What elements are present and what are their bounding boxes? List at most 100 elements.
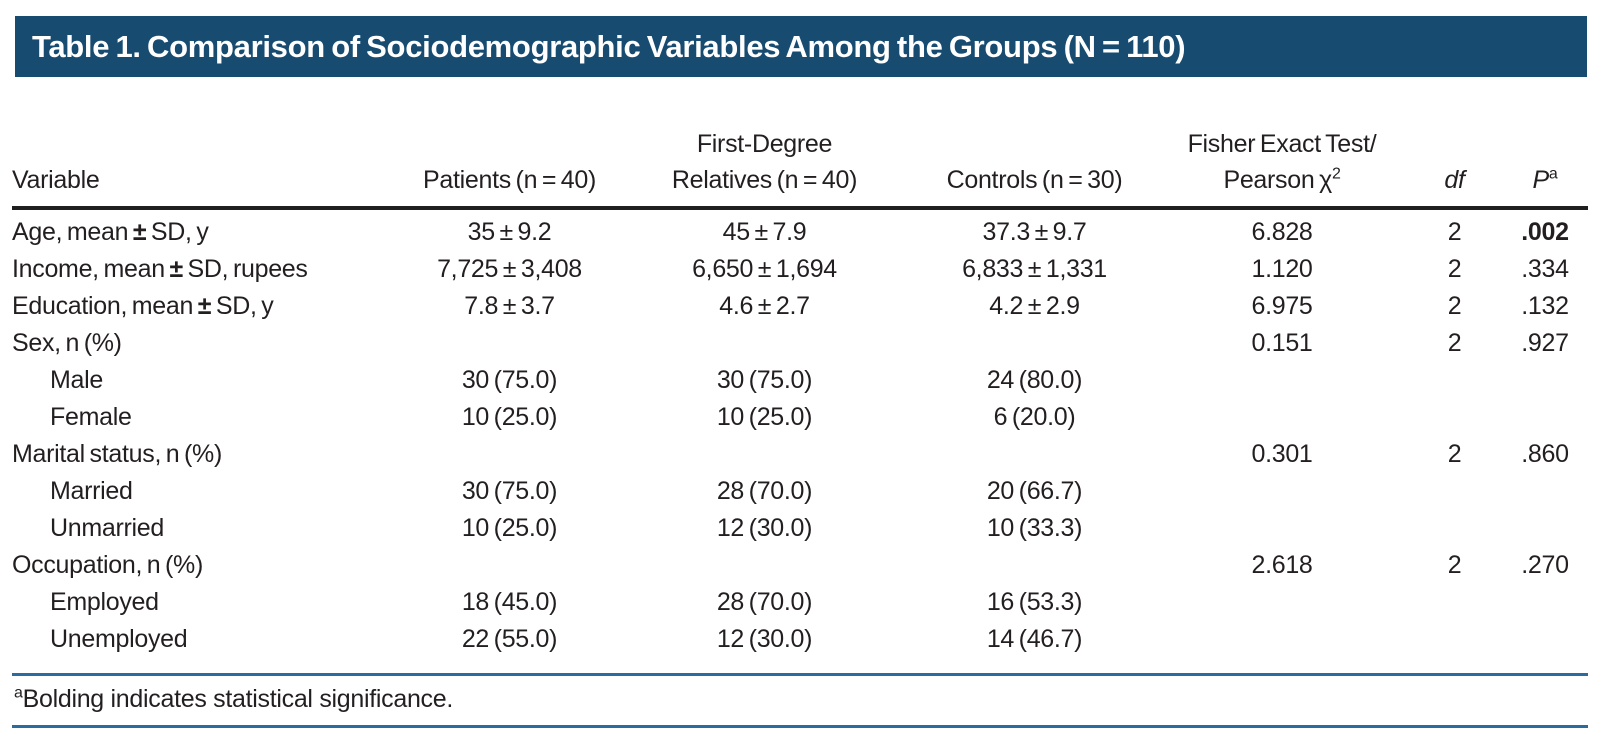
- cell-df: 2: [1447, 551, 1462, 579]
- cell-controls: 20 (66.7): [986, 477, 1083, 505]
- col-header-p: Pa: [1532, 165, 1558, 194]
- cell-variable: Female: [50, 403, 132, 431]
- table-row: Marital status, n (%) 0.301 2 .860: [12, 436, 1588, 473]
- cell-p: [1502, 510, 1588, 547]
- cell-patients: [402, 436, 617, 473]
- cell-controls: 6 (20.0): [993, 403, 1076, 431]
- cell-relatives: 4.6 ± 2.7: [719, 292, 810, 320]
- cell-patients: 22 (55.0): [461, 625, 558, 653]
- cell-variable: Unmarried: [50, 514, 164, 542]
- cell-relatives: [617, 436, 912, 473]
- cell-patients: [402, 547, 617, 584]
- table-title-bar: Table 1. Comparison of Sociodemographic …: [15, 16, 1587, 77]
- cell-variable: Unemployed: [50, 625, 188, 653]
- cell-test: 0.151: [1251, 329, 1313, 357]
- table-row: Sex, n (%) 0.151 2 .927: [12, 325, 1588, 362]
- table-row: Male 30 (75.0) 30 (75.0) 24 (80.0): [12, 362, 1588, 399]
- cell-p: [1502, 621, 1588, 675]
- col-header-relatives: First-Degree Relatives (n = 40): [671, 130, 858, 194]
- cell-patients: 30 (75.0): [461, 477, 558, 505]
- col-header-test: Fisher Exact Test/Pearson χ2: [1187, 130, 1377, 194]
- header-row: Variable Patients (n = 40) First-Degree Rel…: [12, 126, 1588, 208]
- cell-df: [1407, 510, 1502, 547]
- table-title: Table 1. Comparison of Sociodemographic …: [32, 28, 1186, 64]
- cell-p: .270: [1521, 551, 1569, 579]
- table-row: Employed 18 (45.0) 28 (70.0) 16 (53.3): [12, 584, 1588, 621]
- cell-df: [1407, 473, 1502, 510]
- cell-variable: Male: [50, 366, 103, 394]
- cell-relatives: 12 (30.0): [716, 625, 813, 653]
- cell-df: 2: [1447, 292, 1462, 320]
- cell-controls: 24 (80.0): [986, 366, 1083, 394]
- col-header-variable: Variable: [12, 166, 100, 194]
- cell-relatives: 45 ± 7.9: [722, 218, 807, 246]
- cell-relatives: 28 (70.0): [716, 588, 813, 616]
- cell-test: [1157, 621, 1407, 675]
- table-footnote: aBolding indicates statistical significa…: [12, 676, 1588, 728]
- cell-p: .860: [1521, 440, 1569, 468]
- table-row: Unemployed 22 (55.0) 12 (30.0) 14 (46.7): [12, 621, 1588, 675]
- cell-controls: 4.2 ± 2.9: [989, 292, 1080, 320]
- cell-p: [1502, 399, 1588, 436]
- cell-df: 2: [1447, 255, 1462, 283]
- cell-df: 2: [1447, 329, 1462, 357]
- cell-patients: 10 (25.0): [461, 514, 558, 542]
- cell-p: .132: [1521, 292, 1569, 320]
- table-row: Unmarried 10 (25.0) 12 (30.0) 10 (33.3): [12, 510, 1588, 547]
- cell-patients: [402, 325, 617, 362]
- cell-patients: 10 (25.0): [461, 403, 558, 431]
- cell-patients: 7.8 ± 3.7: [464, 292, 555, 320]
- cell-relatives: 30 (75.0): [716, 366, 813, 394]
- cell-test: [1157, 473, 1407, 510]
- cell-df: 2: [1447, 218, 1462, 246]
- cell-controls: 37.3 ± 9.7: [982, 218, 1087, 246]
- cell-variable: Education, mean ± SD, y: [12, 292, 274, 320]
- cell-df: 2: [1447, 440, 1462, 468]
- cell-p: [1502, 473, 1588, 510]
- cell-relatives: 10 (25.0): [716, 403, 813, 431]
- cell-controls: 10 (33.3): [986, 514, 1083, 542]
- cell-df: [1407, 584, 1502, 621]
- cell-variable: Income, mean ± SD, rupees: [12, 255, 308, 283]
- cell-p: .002: [1521, 218, 1569, 246]
- cell-df: [1407, 621, 1502, 675]
- table-row: Education, mean ± SD, y 7.8 ± 3.7 4.6 ± 2.…: [12, 288, 1588, 325]
- cell-p: .927: [1521, 329, 1569, 357]
- table-row: Occupation, n (%) 2.618 2 .270: [12, 547, 1588, 584]
- cell-relatives: 12 (30.0): [716, 514, 813, 542]
- col-header-df: df: [1444, 166, 1465, 194]
- cell-controls: [912, 436, 1157, 473]
- cell-variable: Married: [50, 477, 133, 505]
- cell-controls: 6,833 ± 1,331: [962, 255, 1107, 283]
- cell-df: [1407, 362, 1502, 399]
- cell-test: 6.975: [1251, 292, 1313, 320]
- cell-relatives: 28 (70.0): [716, 477, 813, 505]
- cell-relatives: 6,650 ± 1,694: [692, 255, 837, 283]
- table-body: Age, mean ± SD, y 35 ± 9.2 45 ± 7.9 37.3 ± …: [12, 208, 1588, 675]
- sociodemographic-table: Variable Patients (n = 40) First-Degree Rel…: [12, 126, 1588, 676]
- cell-controls: 16 (53.3): [986, 588, 1083, 616]
- cell-test: [1157, 584, 1407, 621]
- cell-test: [1157, 399, 1407, 436]
- cell-variable: Employed: [50, 588, 159, 616]
- table-content: Variable Patients (n = 40) First-Degree Rel…: [12, 126, 1588, 728]
- cell-variable: Occupation, n (%): [12, 551, 203, 579]
- cell-patients: 7,725 ± 3,408: [437, 255, 582, 283]
- cell-p: [1502, 362, 1588, 399]
- cell-relatives: [617, 325, 912, 362]
- cell-controls: 14 (46.7): [986, 625, 1083, 653]
- cell-test: 6.828: [1251, 218, 1313, 246]
- cell-df: [1407, 399, 1502, 436]
- cell-patients: 30 (75.0): [461, 366, 558, 394]
- col-header-controls: Controls (n = 30): [946, 166, 1123, 194]
- table-row: Income, mean ± SD, rupees 7,725 ± 3,408 6,…: [12, 251, 1588, 288]
- cell-test: [1157, 510, 1407, 547]
- table-row: Married 30 (75.0) 28 (70.0) 20 (66.7): [12, 473, 1588, 510]
- cell-test: [1157, 362, 1407, 399]
- table-row: Female 10 (25.0) 10 (25.0) 6 (20.0): [12, 399, 1588, 436]
- table-row: Age, mean ± SD, y 35 ± 9.2 45 ± 7.9 37.3 ± …: [12, 208, 1588, 251]
- cell-variable: Sex, n (%): [12, 329, 122, 357]
- footnote-text: Bolding indicates statistical significan…: [22, 685, 454, 713]
- cell-controls: [912, 325, 1157, 362]
